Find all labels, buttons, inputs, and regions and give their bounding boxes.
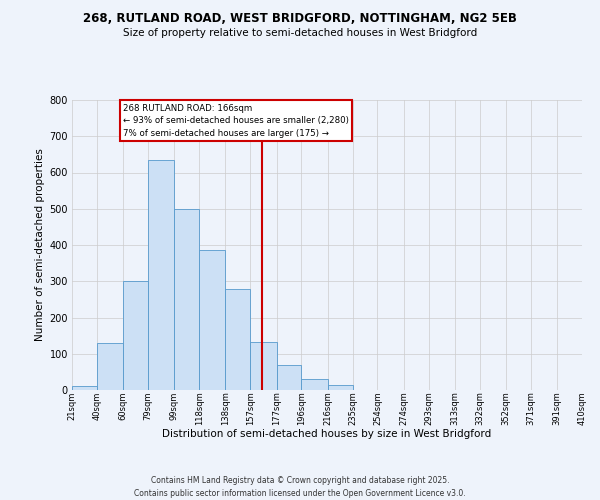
Bar [174, 209, 199, 390]
Bar [301, 379, 328, 390]
Bar [123, 281, 148, 390]
Bar [199, 250, 226, 390]
Text: Contains HM Land Registry data © Crown copyright and database right 2025.
Contai: Contains HM Land Registry data © Crown c… [134, 476, 466, 498]
Bar [226, 288, 250, 390]
Text: 268 RUTLAND ROAD: 166sqm
← 93% of semi-detached houses are smaller (2,280)
7% of: 268 RUTLAND ROAD: 166sqm ← 93% of semi-d… [123, 104, 349, 138]
Bar [72, 386, 97, 390]
Bar [328, 384, 353, 390]
Bar [97, 343, 123, 390]
X-axis label: Distribution of semi-detached houses by size in West Bridgford: Distribution of semi-detached houses by … [163, 430, 491, 440]
Bar [250, 342, 277, 390]
Bar [277, 364, 301, 390]
Bar [148, 160, 174, 390]
Y-axis label: Number of semi-detached properties: Number of semi-detached properties [35, 148, 45, 342]
Text: 268, RUTLAND ROAD, WEST BRIDGFORD, NOTTINGHAM, NG2 5EB: 268, RUTLAND ROAD, WEST BRIDGFORD, NOTTI… [83, 12, 517, 26]
Text: Size of property relative to semi-detached houses in West Bridgford: Size of property relative to semi-detach… [123, 28, 477, 38]
